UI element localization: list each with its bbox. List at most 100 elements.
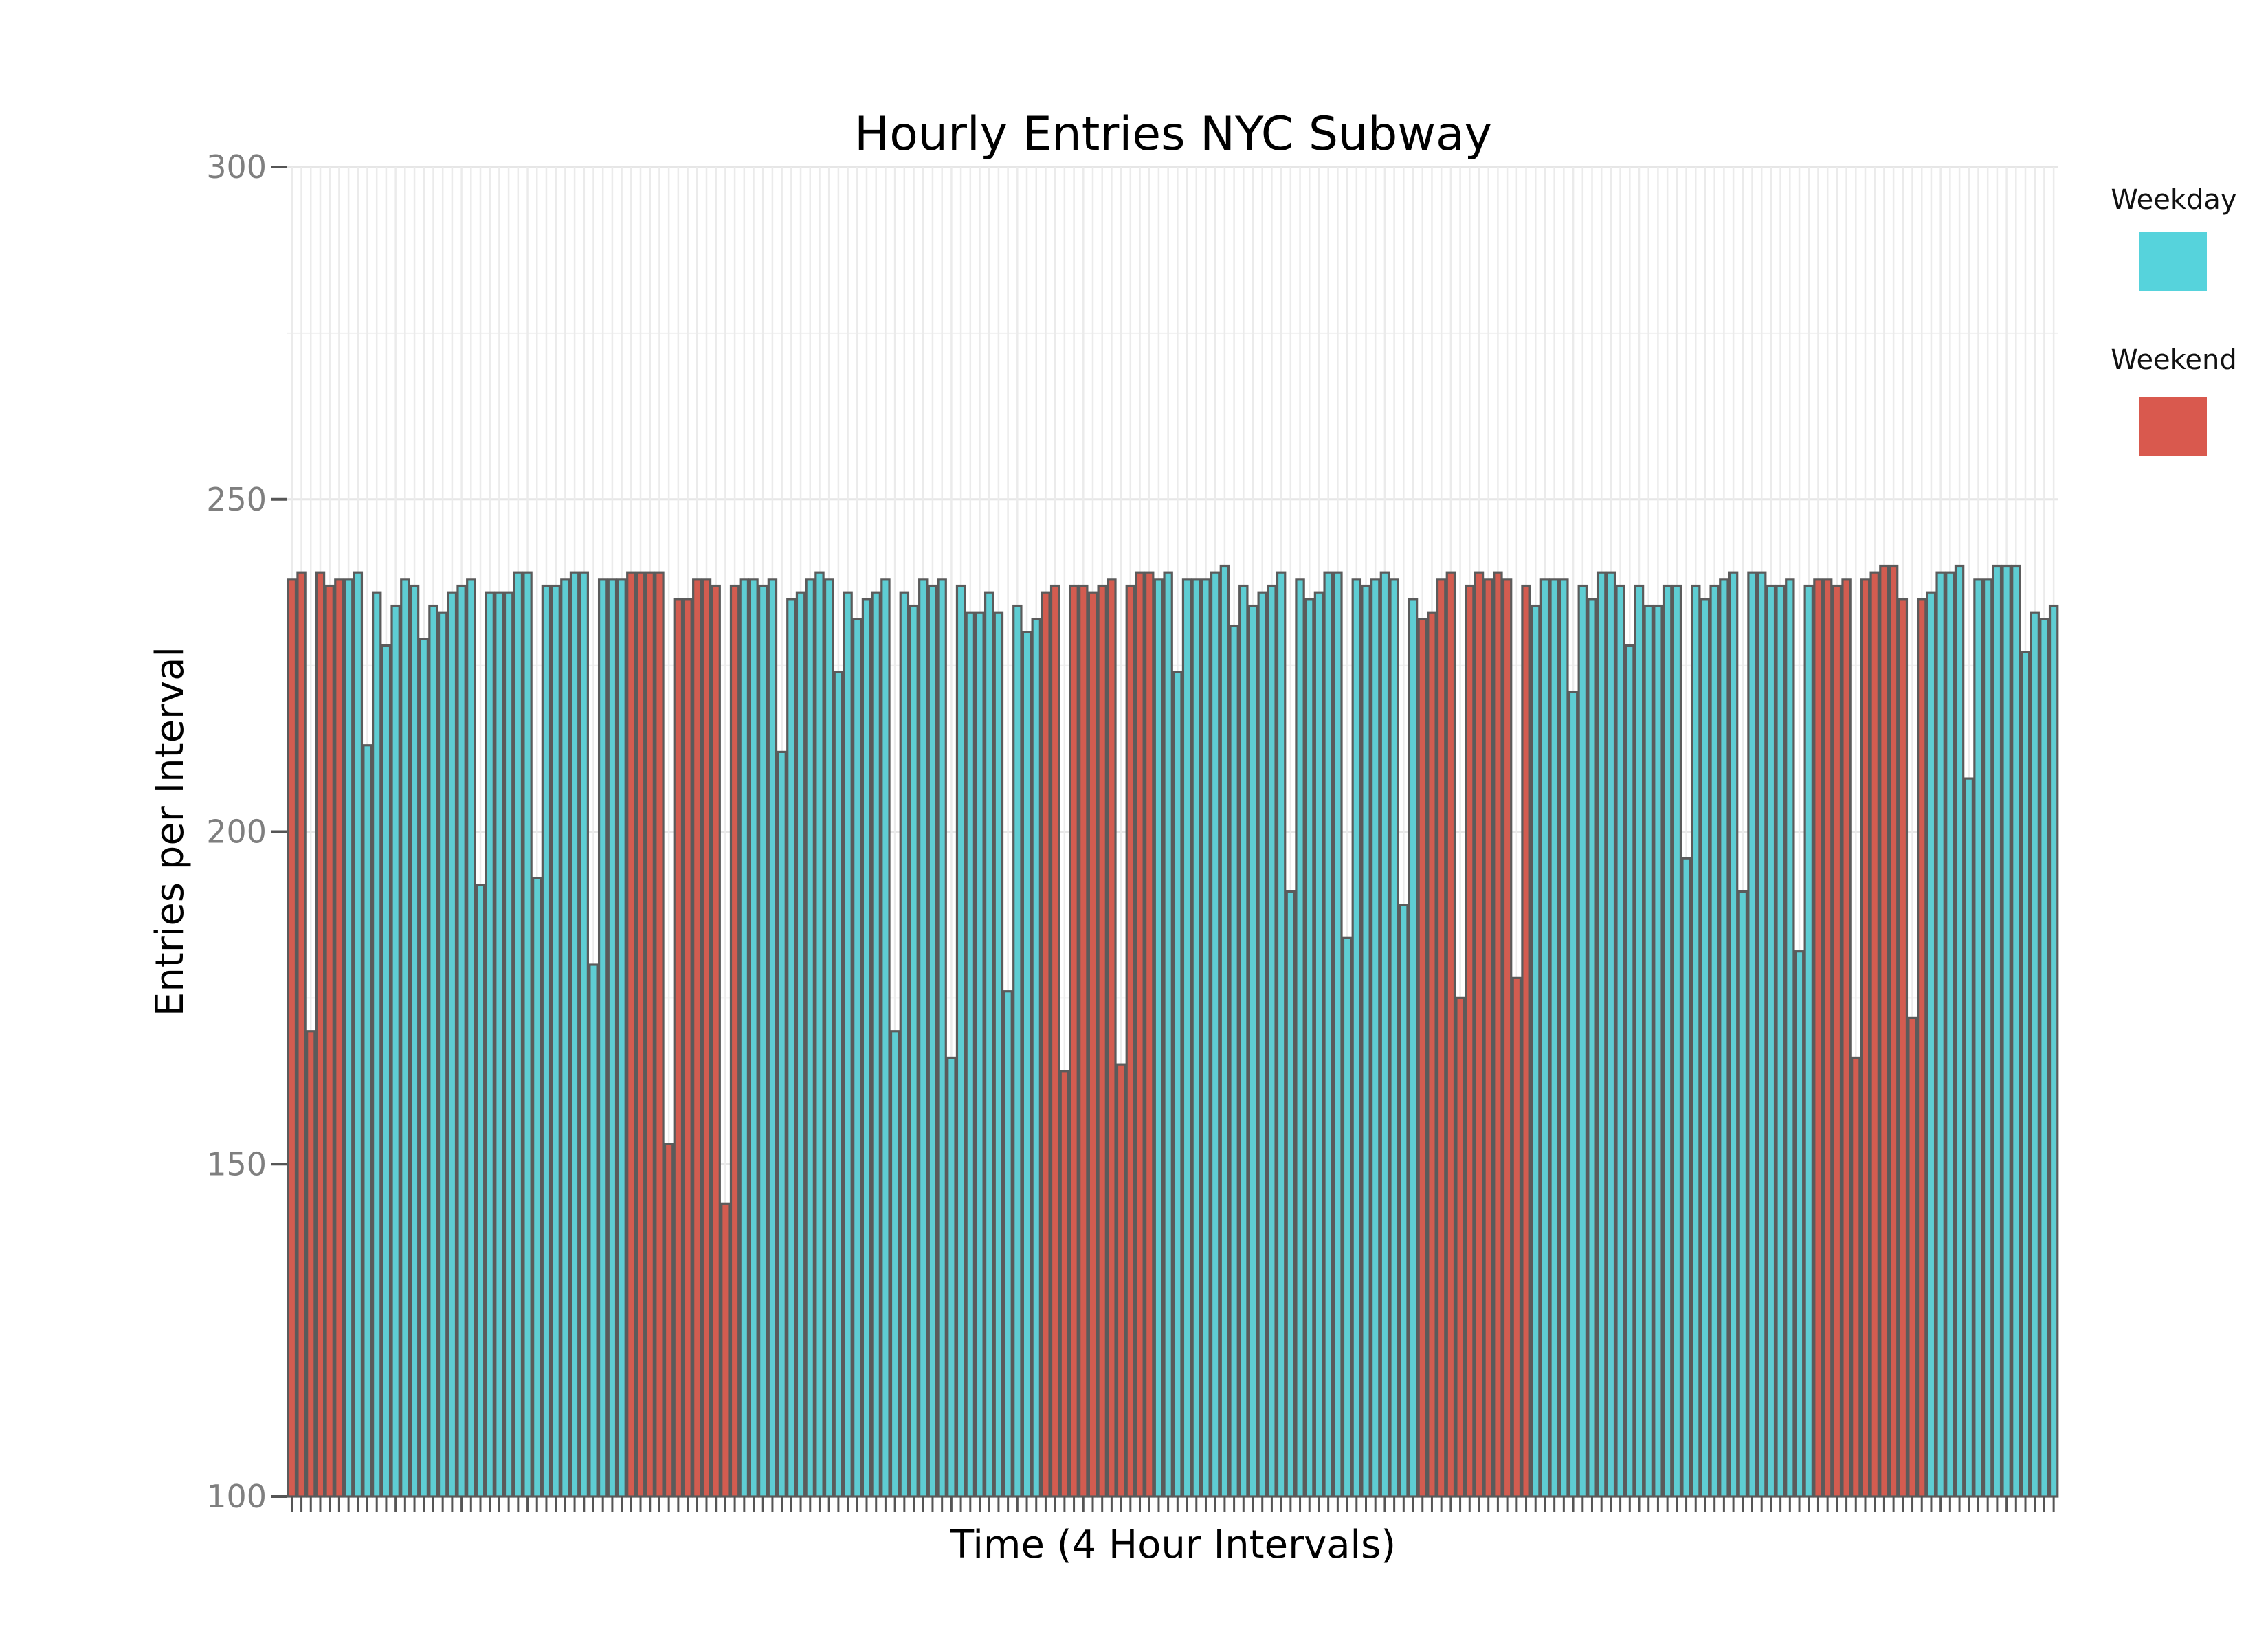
bar-weekday-61 — [852, 618, 863, 1498]
bar-undefined-187 — [2039, 618, 2049, 1498]
bar-weekend-88 — [1107, 578, 1117, 1498]
bar-weekday-97 — [1191, 578, 1201, 1498]
bar-weekend-90 — [1125, 584, 1136, 1498]
bar-weekday-60 — [843, 591, 853, 1498]
bar-weekday-74 — [975, 611, 985, 1498]
bar-weekday-184 — [2011, 564, 2021, 1498]
bar-weekend-2 — [296, 571, 307, 1498]
bar-weekday-67 — [909, 604, 919, 1498]
bar-weekend-38 — [635, 571, 646, 1498]
bar-weekday-15 — [419, 638, 429, 1498]
bar-weekend-86 — [1087, 591, 1098, 1498]
bar-weekday-101 — [1229, 624, 1239, 1498]
bar-weekend-130 — [1502, 578, 1513, 1498]
bar-weekday-19 — [456, 584, 467, 1498]
bar-weekday-69 — [927, 584, 938, 1498]
bar-weekday-10 — [371, 591, 382, 1498]
y-tick-label: 200 — [206, 814, 267, 851]
bar-weekday-133 — [1531, 604, 1541, 1498]
bar-weekday-62 — [861, 598, 872, 1498]
bar-weekday-144 — [1634, 584, 1645, 1498]
bar-weekday-103 — [1247, 604, 1258, 1498]
bar-weekday-159 — [1775, 584, 1786, 1498]
bar-weekday-147 — [1662, 584, 1673, 1498]
bar-weekend-1 — [287, 578, 298, 1498]
bar-weekend-37 — [626, 571, 636, 1498]
bar-weekday-66 — [899, 591, 910, 1498]
bar-weekday-63 — [871, 591, 881, 1498]
bar-weekday-49 — [739, 578, 750, 1498]
bar-weekday-107 — [1285, 890, 1296, 1498]
bar-weekend-41 — [663, 1143, 674, 1498]
bar-weekday-157 — [1757, 571, 1767, 1498]
legend-swatch-weekend — [2139, 397, 2207, 456]
bar-weekday-104 — [1257, 591, 1267, 1498]
bar-weekday-57 — [814, 571, 825, 1498]
bar-undefined-188 — [2048, 604, 2059, 1498]
bar-weekday-175 — [1926, 591, 1937, 1498]
bar-weekend-165 — [1832, 584, 1843, 1498]
x-axis-title: Time (4 Hour Intervals) — [950, 1523, 1396, 1567]
bar-weekday-178 — [1954, 564, 1965, 1498]
bar-weekday-75 — [983, 591, 994, 1498]
bar-weekend-44 — [692, 578, 702, 1498]
bar-weekday-135 — [1549, 578, 1559, 1498]
bar-weekday-77 — [1003, 990, 1013, 1498]
bar-weekday-115 — [1361, 584, 1371, 1498]
bar-weekday-28 — [541, 584, 552, 1498]
bar-weekday-98 — [1201, 578, 1211, 1498]
bar-weekday-22 — [485, 591, 495, 1498]
bar-weekday-20 — [466, 578, 476, 1498]
bar-weekday-117 — [1379, 571, 1390, 1498]
bar-weekend-174 — [1917, 598, 1927, 1498]
bar-weekday-65 — [889, 1030, 900, 1498]
bar-weekday-18 — [447, 591, 458, 1498]
bar-weekday-8 — [353, 571, 364, 1498]
bar-weekday-118 — [1389, 578, 1399, 1498]
bar-weekday-142 — [1615, 584, 1625, 1498]
bar-weekend-170 — [1879, 564, 1889, 1498]
bar-weekday-27 — [532, 877, 542, 1498]
bar-weekday-149 — [1681, 857, 1691, 1498]
bar-weekend-122 — [1427, 611, 1437, 1498]
bar-weekday-146 — [1653, 604, 1663, 1498]
bar-weekday-160 — [1785, 578, 1795, 1498]
bar-weekday-183 — [2001, 564, 2012, 1498]
bar-weekday-35 — [607, 578, 618, 1498]
bar-weekend-127 — [1474, 571, 1485, 1498]
bar-weekend-85 — [1078, 584, 1089, 1498]
bar-weekday-110 — [1313, 591, 1324, 1498]
bar-weekday-162 — [1803, 584, 1814, 1498]
y-tick-label: 300 — [206, 148, 267, 186]
bar-weekday-141 — [1605, 571, 1616, 1498]
axes: 100 150 200 250 300 — [206, 148, 2055, 1515]
bar-weekday-111 — [1323, 571, 1333, 1498]
bar-weekday-153 — [1719, 578, 1729, 1498]
bar-weekday-179 — [1964, 777, 1974, 1498]
bar-weekday-80 — [1031, 618, 1041, 1498]
bar-weekend-121 — [1417, 618, 1427, 1498]
chart-title: Hourly Entries NYC Subway — [854, 107, 1492, 161]
bar-weekday-185 — [2020, 651, 2031, 1498]
bar-weekday-52 — [767, 578, 778, 1498]
bar-weekday-64 — [880, 578, 891, 1498]
bar-weekday-24 — [503, 591, 514, 1498]
bar-weekday-180 — [1973, 578, 1983, 1498]
legend-label-weekend: Weekend — [2111, 344, 2237, 376]
bar-weekday-108 — [1295, 578, 1305, 1498]
bar-weekday-76 — [993, 611, 1004, 1498]
bar-weekday-102 — [1238, 584, 1249, 1498]
bar-weekend-83 — [1059, 1070, 1070, 1498]
bar-weekday-154 — [1728, 571, 1739, 1498]
bar-weekday-36 — [616, 578, 627, 1498]
bar-weekday-26 — [522, 571, 533, 1498]
bar-weekend-43 — [682, 598, 693, 1498]
bar-weekday-73 — [965, 611, 976, 1498]
bar-weekday-56 — [805, 578, 815, 1498]
bar-weekday-59 — [833, 671, 844, 1498]
bar-weekday-11 — [381, 644, 392, 1498]
bar-weekday-71 — [946, 1056, 957, 1498]
bar-weekday-161 — [1794, 950, 1805, 1498]
